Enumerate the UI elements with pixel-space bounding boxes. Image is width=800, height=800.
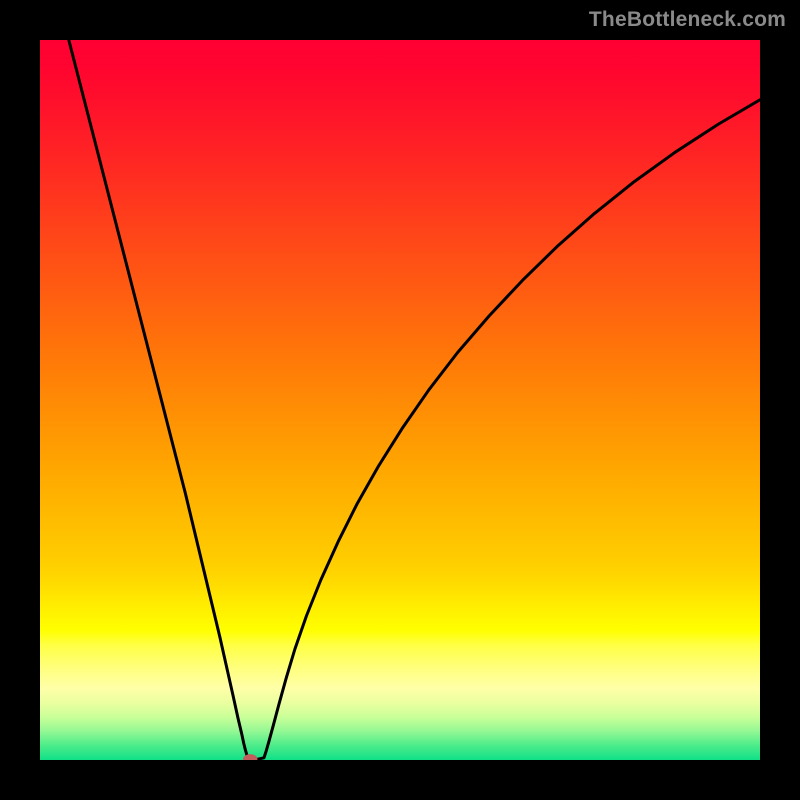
chart-svg [40, 40, 760, 760]
watermark-text: TheBottleneck.com [589, 8, 786, 32]
chart-container: TheBottleneck.com [0, 0, 800, 800]
plot-area [40, 40, 760, 760]
gradient-background [40, 40, 760, 760]
